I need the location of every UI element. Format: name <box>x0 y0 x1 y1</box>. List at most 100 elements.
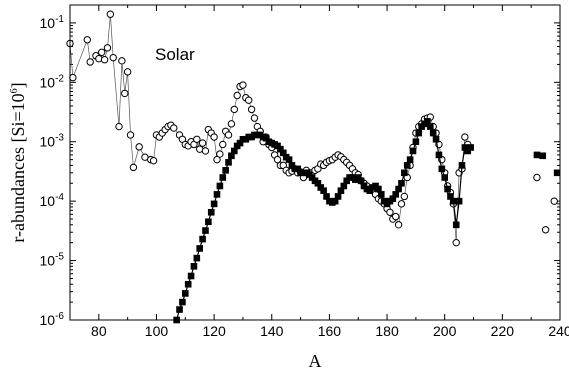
data-point-square <box>294 165 302 173</box>
y-tick-base: 10 <box>40 253 56 269</box>
data-point-square <box>320 187 327 194</box>
data-point-square <box>202 227 209 234</box>
data-point-square <box>357 177 365 185</box>
data-point-square <box>424 118 431 125</box>
data-point-square <box>288 162 296 169</box>
data-point-circle <box>392 212 400 221</box>
x-tick-label: 180 <box>375 323 399 339</box>
series-group <box>173 118 474 324</box>
data-point-circle <box>397 200 406 208</box>
data-point-square <box>432 135 440 143</box>
data-point-square <box>219 174 227 181</box>
data-point-circle <box>533 173 541 182</box>
data-point-circle <box>129 163 138 172</box>
series-line <box>69 14 469 243</box>
data-point-square <box>210 200 218 208</box>
data-point-square <box>331 197 339 205</box>
data-point-square <box>533 151 541 159</box>
data-point-square <box>392 191 400 198</box>
data-point-square <box>216 182 224 190</box>
data-point-square <box>398 179 405 187</box>
y-tick-base: 10 <box>40 134 56 150</box>
data-point-circle <box>109 53 117 62</box>
y-tick-base: 10 <box>40 193 56 209</box>
y-axis-label-close: ] <box>8 82 28 88</box>
data-point-circle <box>193 135 201 143</box>
series-group <box>533 173 558 234</box>
x-tick-label: 200 <box>433 323 457 339</box>
x-tick-label: 220 <box>491 323 515 339</box>
data-point-square <box>207 208 215 216</box>
data-point-square <box>190 263 198 270</box>
data-point-circle <box>115 122 123 131</box>
data-point-square <box>236 139 244 147</box>
data-point-square <box>539 152 547 160</box>
data-point-square <box>314 179 322 187</box>
data-point-circle <box>106 10 115 18</box>
y-tick-exp: -2 <box>55 73 64 84</box>
x-tick-label: 120 <box>202 323 226 339</box>
data-point-circle <box>227 120 236 128</box>
data-point-circle <box>83 36 91 44</box>
data-point-circle <box>273 155 282 164</box>
data-point-square <box>225 159 232 166</box>
data-point-circle <box>239 81 247 89</box>
y-tick-base: 10 <box>40 15 56 31</box>
data-point-square <box>199 235 206 243</box>
y-tick-exp: -1 <box>55 14 64 25</box>
data-point-square <box>429 129 437 137</box>
y-axis-label-main: r-abundances [Si=10 <box>8 93 28 242</box>
data-point-square <box>412 138 420 146</box>
x-axis-label: A <box>309 351 322 371</box>
y-tick-exp: -4 <box>55 192 64 203</box>
series-group <box>533 151 561 177</box>
data-point-circle <box>98 48 106 56</box>
data-point-square <box>441 174 449 181</box>
x-tick-label: 240 <box>548 323 569 339</box>
y-axis-label-exp: 6 <box>9 88 20 93</box>
data-point-square <box>401 169 408 177</box>
x-tick-label: 100 <box>145 323 169 339</box>
data-point-square <box>415 129 423 137</box>
data-point-circle <box>126 131 135 139</box>
data-point-circle <box>461 133 469 141</box>
data-point-circle <box>100 56 109 64</box>
data-point-square <box>176 306 183 313</box>
axis-ticks <box>69 4 561 321</box>
data-point-square <box>285 156 293 163</box>
data-point-square <box>213 191 221 198</box>
data-point-square <box>438 165 446 173</box>
data-point-circle <box>233 91 241 100</box>
data-point-square <box>553 169 561 177</box>
data-point-circle <box>86 58 94 66</box>
data-point-square <box>435 151 443 159</box>
tick-labels: 80 100 120 140 160 180 200 220 24010-610-510-410… <box>40 14 569 339</box>
y-tick-exp: -6 <box>55 311 64 322</box>
data-point-square <box>461 144 469 151</box>
data-point-square <box>279 149 287 157</box>
data-point-circle <box>135 143 143 151</box>
data-point-square <box>447 193 454 200</box>
data-point-square <box>389 195 397 202</box>
data-point-circle <box>386 208 394 216</box>
data-point-circle <box>541 226 550 234</box>
data-point-square <box>452 221 460 229</box>
data-point-circle <box>210 133 218 141</box>
data-point-circle <box>250 114 259 122</box>
data-point-square <box>464 147 472 155</box>
data-point-square <box>334 193 342 200</box>
y-tick-label: 10-6 <box>40 311 65 328</box>
plot-frame <box>69 4 561 321</box>
data-point-circle <box>118 57 126 65</box>
y-tick-label: 10-5 <box>40 252 65 269</box>
data-point-square <box>262 134 270 142</box>
data-point-square <box>187 272 195 280</box>
data-point-square <box>375 185 382 193</box>
data-point-square <box>406 156 414 163</box>
data-point-square <box>323 193 330 200</box>
y-tick-label: 10-4 <box>40 192 65 209</box>
data-point-square <box>403 162 411 169</box>
data-point-circle <box>230 105 238 114</box>
y-tick-label: 10-3 <box>40 133 65 150</box>
data-point-square <box>337 187 345 194</box>
